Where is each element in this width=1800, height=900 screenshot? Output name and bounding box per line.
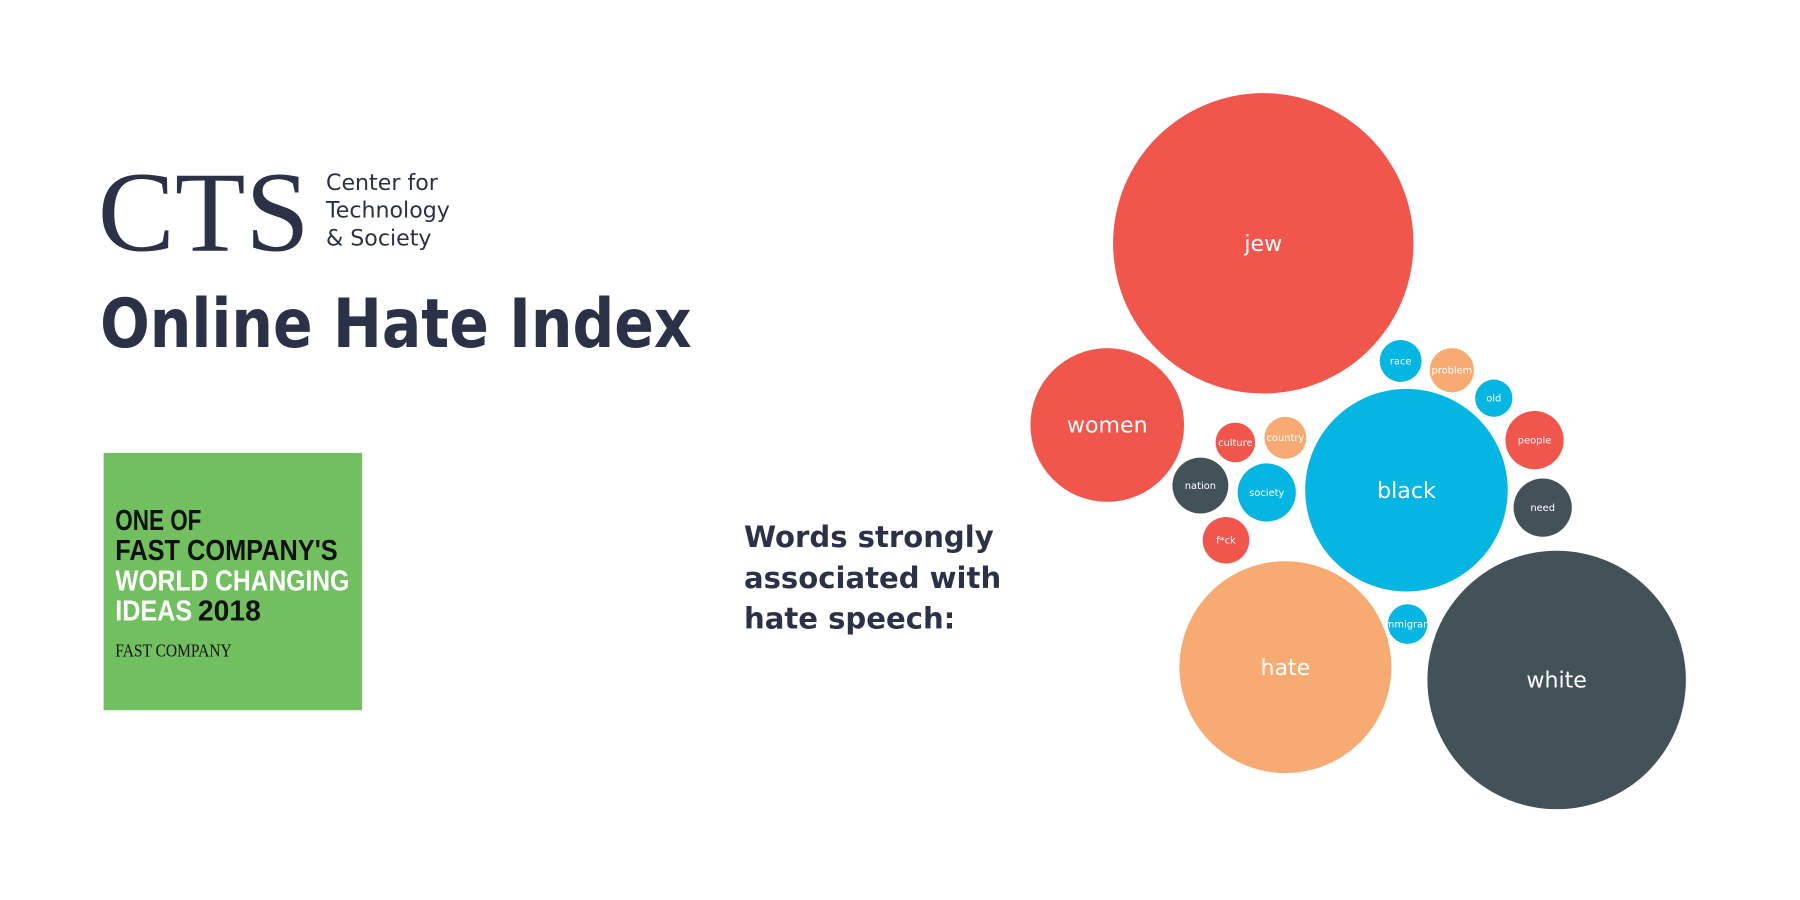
logo-line: & Society xyxy=(326,226,431,252)
bubble xyxy=(1427,550,1686,810)
bubble-label: problem xyxy=(1431,366,1472,377)
bubble-label: society xyxy=(1249,488,1284,499)
bubble xyxy=(1429,348,1474,393)
bubble-label: f*ck xyxy=(1216,536,1236,547)
bubble-label: people xyxy=(1518,436,1551,447)
logo-line: Center for xyxy=(326,170,439,196)
badge-line: IDEAS xyxy=(115,596,192,628)
bubble xyxy=(1264,416,1307,459)
bubble-label: black xyxy=(1377,478,1436,504)
caption: Words strongly associated with hate spee… xyxy=(744,520,1001,636)
bubble-label: country xyxy=(1266,433,1304,444)
bubble xyxy=(1202,516,1250,564)
word-bubbles: jew women black white hate race problem old peop… xyxy=(1030,93,1686,810)
bubble xyxy=(1113,93,1414,394)
bubble-label: nation xyxy=(1185,481,1216,492)
logo-line: Technology xyxy=(325,198,450,224)
bubble xyxy=(1505,410,1564,470)
bubble-label: need xyxy=(1530,503,1555,514)
logo: CTS Center for Technology & Society xyxy=(98,148,450,275)
caption-line: hate speech: xyxy=(744,602,955,636)
badge-line: WORLD CHANGING xyxy=(115,565,349,597)
badge-line: ONE OF xyxy=(115,505,201,537)
bubble-label: hate xyxy=(1260,655,1310,681)
bubble xyxy=(1172,457,1229,514)
bubble-label: race xyxy=(1390,356,1412,367)
bubble xyxy=(1030,348,1185,502)
bubble-label: women xyxy=(1067,413,1148,439)
bubble-label: old xyxy=(1486,394,1501,405)
bubble-label: immigrant xyxy=(1382,620,1433,631)
bubble xyxy=(1237,463,1296,522)
bubble xyxy=(1305,388,1508,592)
badge-line: 2018 xyxy=(198,596,261,628)
logo-mark: CTS xyxy=(98,148,310,275)
bubble-label: white xyxy=(1526,668,1587,694)
bubble-label: culture xyxy=(1218,438,1252,449)
bubble-label: jew xyxy=(1243,231,1282,257)
bubble xyxy=(1215,422,1256,463)
caption-line: associated with xyxy=(744,561,1001,595)
badge-box xyxy=(103,452,363,711)
badge-line: FAST COMPANY'S xyxy=(115,535,337,567)
title: Online Hate Index xyxy=(100,284,691,363)
bubble xyxy=(1475,379,1513,417)
caption-line: Words strongly xyxy=(744,520,994,554)
bubble xyxy=(1387,604,1428,644)
badge: ONE OF FAST COMPANY'S WORLD CHANGING IDE… xyxy=(103,452,363,711)
bubble xyxy=(1379,339,1422,382)
bubble xyxy=(1179,561,1392,774)
bubble xyxy=(1513,478,1572,537)
badge-brand: FAST COMPANY xyxy=(115,641,232,661)
